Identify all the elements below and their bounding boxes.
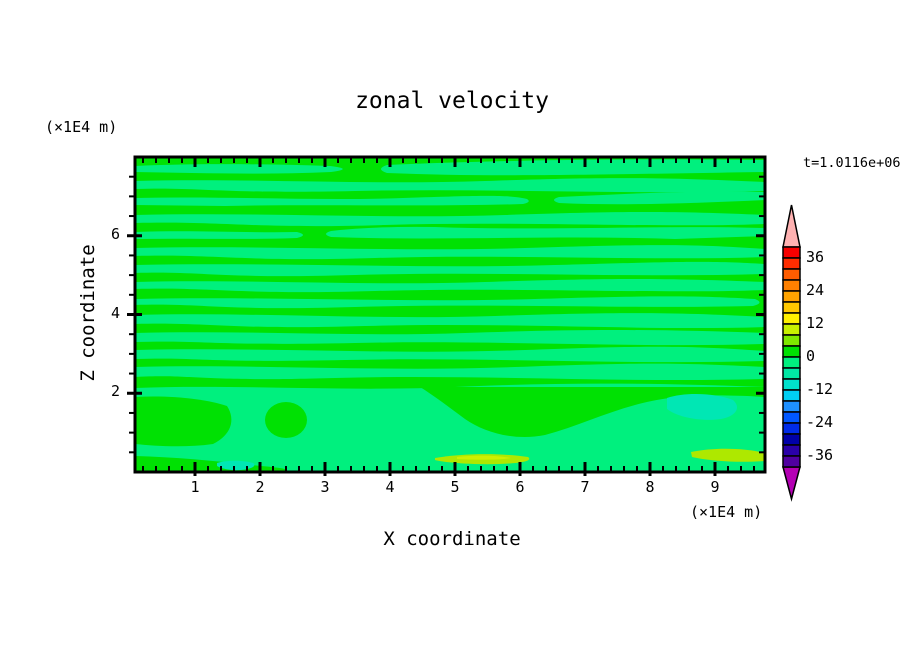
colorbar-box-8-12 <box>782 323 801 336</box>
x-tick-label-7: 7 <box>580 478 590 496</box>
contour-region-yg2 <box>457 455 511 460</box>
colorbar-box-16-20 <box>782 301 801 314</box>
colorbar-box--36--32 <box>782 444 801 457</box>
z-tick-label-2: 2 <box>110 382 120 401</box>
contour-region-spring <box>135 231 303 239</box>
contour-region-yg <box>691 448 765 462</box>
contour-region-green <box>420 387 765 438</box>
contour-region-spring <box>135 313 765 329</box>
colorbar-box--20--16 <box>782 400 801 413</box>
colorbar-box-12-16 <box>782 312 801 325</box>
colorbar-box--32--28 <box>782 433 801 446</box>
x-tick-label-9: 9 <box>710 478 720 496</box>
colorbar-box-32-36 <box>782 257 801 270</box>
x-axis-units-label: (×1E4 m) <box>690 503 763 521</box>
contour-bands <box>135 159 765 472</box>
contour-region-spring <box>135 195 529 206</box>
colorbar-label--24: -24 <box>806 413 834 431</box>
colorbar-label-12: 12 <box>806 314 825 332</box>
colorbar-box-36-40 <box>782 246 801 259</box>
contour-region-aqua <box>217 460 255 471</box>
colorbar-label--12: -12 <box>806 380 834 398</box>
colorbar-box-4-8 <box>782 334 801 347</box>
contour-region-spring <box>135 363 765 381</box>
colorbar-label-36: 36 <box>806 248 825 266</box>
colorbar-below-range-triangle <box>782 466 801 502</box>
z-tick-label-6: 6 <box>110 224 120 243</box>
colorbar-box--28--24 <box>782 422 801 435</box>
contour-region-spring <box>554 191 765 205</box>
contour-region-green <box>135 396 232 447</box>
contour-field-svg <box>127 155 767 476</box>
colorbar-label-24: 24 <box>806 281 825 299</box>
contour-region-green <box>265 402 307 438</box>
colorbar-boxes <box>782 246 801 468</box>
colorbar-box--4-0 <box>782 356 801 369</box>
time-annotation: t=1.0116e+06 <box>803 155 901 171</box>
colorbar-box-28-32 <box>782 268 801 281</box>
x-tick-label-6: 6 <box>515 478 525 496</box>
contour-region-spring <box>326 226 765 239</box>
plot-title: zonal velocity <box>355 88 549 114</box>
colorbar-box--12--8 <box>782 378 801 391</box>
contour-region-spring <box>135 279 765 293</box>
x-tick-label-2: 2 <box>255 478 265 496</box>
contour-region-spring <box>135 330 765 346</box>
colorbar <box>780 203 804 503</box>
contour-region-spring <box>135 164 343 174</box>
colorbar-box--8--4 <box>782 367 801 380</box>
x-tick-label-3: 3 <box>320 478 330 496</box>
colorbar-box--24--20 <box>782 411 801 424</box>
contour-plot-area <box>127 155 767 476</box>
colorbar-box-24-28 <box>782 279 801 292</box>
x-tick-label-4: 4 <box>385 478 395 496</box>
contour-region-spring <box>381 159 765 176</box>
contour-region-spring <box>135 296 760 309</box>
x-tick-label-8: 8 <box>645 478 655 496</box>
colorbar-label-0: 0 <box>806 347 816 365</box>
contour-region-spring <box>135 261 765 277</box>
contour-region-aqua <box>667 394 737 420</box>
x-axis-title: X coordinate <box>383 528 521 550</box>
contour-region-spring <box>135 346 765 363</box>
z-tick-label-4: 4 <box>110 303 120 322</box>
contour-region-spring <box>135 245 765 260</box>
colorbar-above-range-triangle <box>782 204 801 248</box>
contour-region-spring <box>135 178 765 193</box>
colorbar-box-20-24 <box>782 290 801 303</box>
plot-frame <box>133 155 767 474</box>
colorbar-box-0-4 <box>782 345 801 358</box>
colorbar-box--16--12 <box>782 389 801 402</box>
y-axis-units-label: (×1E4 m) <box>45 118 118 136</box>
colorbar-box--40--36 <box>782 455 801 468</box>
contour-region-spring <box>135 212 765 227</box>
colorbar-svg <box>782 204 801 502</box>
x-tick-label-1: 1 <box>190 478 200 496</box>
colorbar-label--36: -36 <box>806 446 834 464</box>
x-tick-label-5: 5 <box>450 478 460 496</box>
